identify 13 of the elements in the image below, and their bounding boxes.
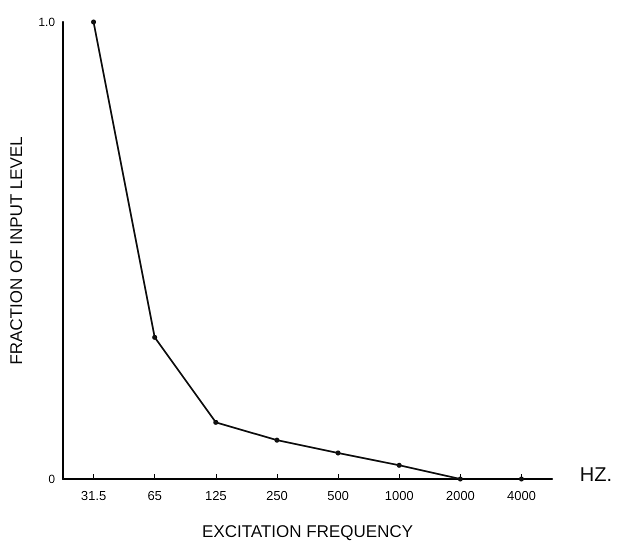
x-tick-label: 250 [266,488,288,503]
x-tick-label: 4000 [506,488,536,503]
text: HZ. [580,464,612,486]
y-tick-label: 1.0 [38,15,56,29]
x-tick-label: 2000 [446,488,475,503]
y-axis-title: FRACTION OF INPUT LEVEL [7,136,26,365]
x-tick-label: 65 [147,488,162,503]
x-axis-title: EXCITATION FREQUENCY [202,522,413,541]
x-tick-label: 125 [204,488,227,503]
x-tick-label: 500 [327,488,349,503]
y-tick-label: 0 [48,472,56,486]
x-tick-label: 1000 [384,488,414,503]
x-tick-label: 31.5 [80,488,106,503]
